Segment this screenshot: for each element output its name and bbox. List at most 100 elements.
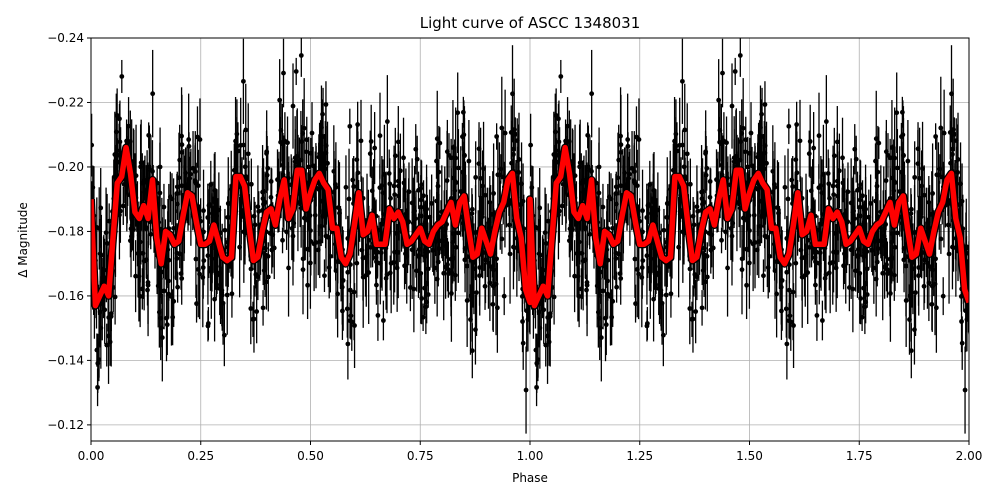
observation-point [97,309,103,315]
observation-point [313,240,319,245]
observation-point [743,137,749,143]
observation-point [419,296,425,301]
observation-point [164,322,170,328]
observation-point [663,292,669,298]
observation-point [254,309,260,314]
observation-point [855,187,860,193]
observation-point [597,325,603,331]
observation-point [831,192,837,198]
observation-point [416,253,421,259]
observation-point [290,233,296,239]
observation-point [585,132,591,138]
observation-point [387,181,393,187]
observation-point [918,214,924,220]
observation-point [354,157,360,163]
observation-point [360,274,366,280]
observation-point [826,181,832,187]
y-axis-ticks: −0.24 −0.22 −0.20 −0.18 −0.16 −0.14 −0.12 [47,31,91,432]
observation-point [319,125,324,130]
observation-point [676,244,682,250]
observation-point [894,110,900,116]
observation-point [179,133,184,139]
observation-point [280,237,285,243]
observation-point [474,290,479,296]
observation-point [434,158,439,164]
observation-point [644,323,650,329]
observation-point [453,180,459,185]
observation-point [397,168,403,174]
observation-point [693,309,699,314]
observation-point [584,287,589,293]
observation-point [212,296,217,302]
observation-point [107,339,113,345]
observation-point [401,155,406,161]
observation-point [446,152,452,158]
observation-point [95,384,100,390]
observation-point [495,172,501,178]
observation-point [682,127,688,133]
observation-point [600,204,606,210]
observation-point [752,240,758,245]
observation-point [600,288,606,294]
observation-point [380,318,386,323]
y-tick-label: −0.14 [47,353,84,367]
observation-point [941,130,947,136]
observation-point [112,294,118,300]
observation-point [193,256,199,262]
observation-point [589,168,594,174]
observation-point [523,387,529,393]
observation-point [488,264,493,269]
observation-point [464,298,470,303]
observation-point [934,172,940,178]
observation-point [836,168,842,174]
observation-point [403,251,408,257]
observation-point [348,313,354,319]
observation-point [784,341,790,347]
observation-point [205,253,211,259]
observation-point [455,230,461,236]
observation-point [786,123,792,129]
x-tick-label: 1.25 [626,449,653,463]
observation-point [864,266,870,272]
observation-point [456,165,461,171]
observation-point [243,127,249,133]
observation-point [219,290,225,296]
observation-point [737,157,743,163]
observation-point [806,151,812,157]
observation-point [632,256,638,262]
observation-point [340,278,346,283]
observation-point [491,191,497,196]
observation-point [858,296,864,301]
observation-point [782,184,788,190]
observation-point [889,175,895,181]
observation-point [277,97,283,103]
observation-point [351,289,357,295]
x-tick-label: 1.50 [736,449,763,463]
observation-point [857,204,863,210]
observation-point [179,149,185,155]
observation-point [222,227,228,233]
observation-point [411,286,417,292]
observation-point [502,130,508,136]
observation-point [473,327,478,333]
observation-point [434,198,440,204]
observation-point [157,164,163,170]
observation-point [546,339,552,345]
x-tick-label: 1.75 [846,449,873,463]
observation-point [511,151,516,157]
observation-point [414,156,420,162]
observation-point [558,74,564,79]
observation-point [255,204,261,210]
y-axis-label: Δ Magnitude [16,202,30,278]
observation-point [656,270,661,276]
observation-point [680,142,685,148]
observation-point [694,274,700,280]
observation-point [565,123,570,129]
observation-point [271,245,277,251]
observation-point [674,148,680,154]
x-tick-label: 1.00 [517,449,544,463]
observation-point [298,157,304,163]
observation-point [491,267,496,273]
observation-point [186,137,192,142]
observation-point [392,192,398,198]
